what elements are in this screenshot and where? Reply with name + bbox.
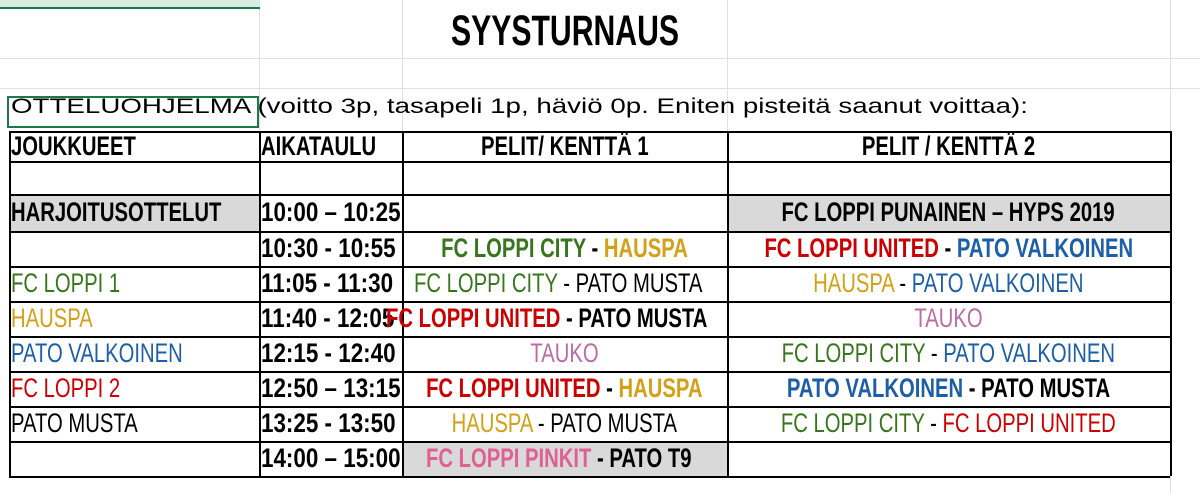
svg-text:SYYSTURNAUS: SYYSTURNAUS bbox=[451, 7, 679, 55]
